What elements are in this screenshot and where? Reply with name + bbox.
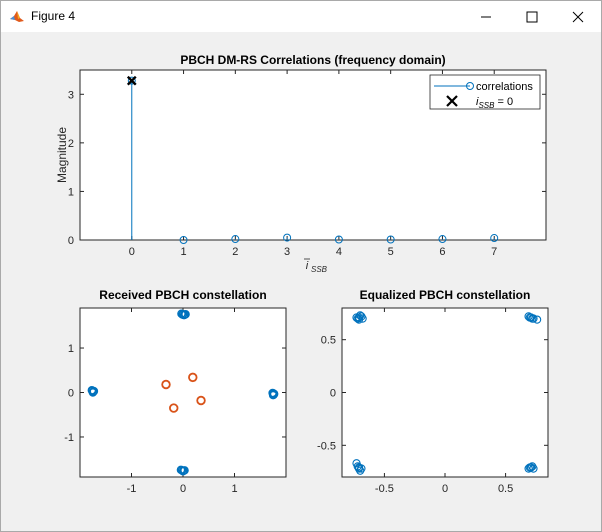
axes-title: Received PBCH constellation [99, 288, 266, 302]
figure-canvas[interactable]: PBCH DM-RS Correlations (frequency domai… [2, 32, 602, 532]
y-tick-label: 0.5 [321, 335, 336, 347]
constellation-point-secondary [169, 403, 179, 413]
x-tick-label: 5 [388, 246, 394, 258]
legend-entry-correlations: correlations [434, 81, 533, 93]
constellation-point [358, 314, 367, 323]
y-tick-label: 1 [68, 186, 74, 198]
window-title: Figure 4 [31, 9, 76, 23]
axes-background [341, 307, 549, 478]
y-tick-label: 3 [68, 89, 74, 101]
correlation-axes[interactable]: PBCH DM-RS Correlations (frequency domai… [55, 53, 547, 274]
axes-title: Equalized PBCH constellation [360, 288, 531, 302]
stem-marker [438, 235, 447, 244]
x-tick-label: 1 [180, 246, 186, 258]
equalized-constellation-axes[interactable]: Equalized PBCH constellation -0.5 0 0.5 -0… [317, 288, 549, 495]
constellation-point [88, 388, 98, 397]
y-tick-label: -0.5 [317, 440, 336, 452]
stem-marker [334, 235, 343, 244]
constellation-point [181, 309, 190, 319]
y-axis-label: Magnitude [55, 127, 69, 183]
stem-marker [231, 235, 240, 244]
constellation-point [525, 313, 534, 322]
constellation-point-secondary [161, 379, 171, 390]
constellation-point [525, 463, 534, 472]
minimize-button[interactable] [463, 1, 509, 32]
legend-label-correlations: correlations [476, 81, 533, 93]
constellation-point [269, 389, 279, 399]
svg-text:i: i [306, 260, 309, 272]
constellation-point [529, 314, 538, 323]
received-constellation-axes[interactable]: Received PBCH constellation -1 0 1 -1 0 1 [64, 288, 287, 495]
constellation-point [89, 386, 99, 396]
constellation-point-secondary [188, 372, 198, 383]
stem-marker [283, 233, 292, 242]
legend-x-marker-icon [446, 95, 458, 107]
constellation-point [178, 466, 188, 476]
x-tick-label: 0 [442, 483, 448, 495]
x-tick-label: 1 [231, 483, 237, 495]
constellation-point [356, 466, 365, 475]
close-icon [572, 11, 584, 23]
y-tick-label: 0 [68, 388, 74, 400]
axes-title: PBCH DM-RS Correlations (frequency domai… [180, 53, 445, 67]
x-tick-label: 6 [439, 246, 445, 258]
x-tick-label: 0 [180, 483, 186, 495]
constellation-point [532, 315, 542, 324]
constellation-point [529, 464, 538, 473]
minimize-icon [481, 16, 491, 18]
y-tick-label: 2 [68, 138, 74, 150]
svg-text:SSB: SSB [311, 265, 328, 274]
constellation-point [352, 459, 361, 468]
y-tick-label: 0 [330, 388, 336, 400]
x-tick-label: -0.5 [375, 483, 394, 495]
legend[interactable]: correlations iSSB = 0 [429, 74, 541, 110]
matlab-logo-icon [10, 11, 24, 22]
y-tick-label: 1 [68, 343, 74, 355]
y-tick-label: -1 [64, 432, 74, 444]
stem-marker [127, 76, 136, 85]
x-tick-label: 4 [336, 246, 342, 258]
constellation-point [352, 313, 361, 322]
x-tick-label: 0 [129, 246, 135, 258]
x-tick-label: -1 [127, 483, 137, 495]
x-axis-label: i SSB [304, 258, 328, 274]
constellation-point [178, 310, 187, 319]
maximize-icon [526, 11, 538, 23]
close-button[interactable] [555, 1, 601, 32]
maximize-button[interactable] [509, 1, 555, 32]
title-bar[interactable]: Figure 4 [1, 1, 601, 32]
constellation-point [176, 465, 186, 475]
x-marker-stroke [126, 75, 137, 86]
constellation-point [354, 315, 364, 324]
stem-marker [490, 234, 499, 243]
constellation-point-secondary [196, 395, 206, 406]
y-tick-label: 0 [68, 235, 74, 247]
stem-marker [179, 236, 188, 244]
axes-background [79, 307, 287, 478]
x-tick-label: 2 [232, 246, 238, 258]
constellation-point [354, 464, 364, 473]
selected-x-marker [126, 75, 137, 86]
stem-marker [386, 235, 395, 244]
constellation-point [268, 390, 278, 400]
x-tick-label: 7 [491, 246, 497, 258]
x-tick-label: 0.5 [498, 483, 513, 495]
x-tick-label: 3 [284, 246, 290, 258]
